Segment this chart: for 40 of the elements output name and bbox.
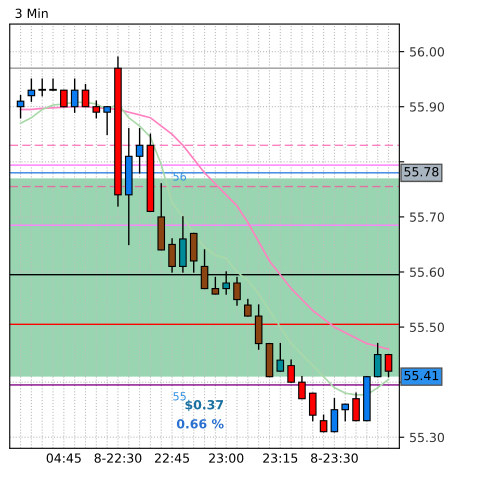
candlestick (276, 342, 284, 372)
y-tick-label: 55.50 (410, 322, 444, 332)
candlestick (287, 359, 295, 383)
y-tick-label: 55.60 (410, 267, 444, 277)
ref-line-label: 56 (173, 172, 186, 181)
x-tick-label: 23:00 (209, 453, 244, 463)
candlestick (38, 78, 46, 96)
y-tick-label: 55.90 (410, 102, 444, 112)
candlestick (308, 392, 317, 422)
y-tick-label: 56.00 (410, 47, 444, 57)
candlestick (49, 78, 57, 91)
y-tick-label: 55.30 (410, 432, 444, 442)
candlestick (330, 398, 338, 432)
annotation: $0.37 (185, 400, 224, 412)
annotation: 55.41 (404, 370, 438, 380)
candlestick (28, 78, 36, 102)
candlestick (92, 100, 100, 118)
candlestick (16, 95, 24, 118)
annotation: 55.78 (404, 167, 438, 176)
candlestick (103, 106, 111, 135)
y-tick-label: 55.70 (410, 212, 444, 222)
ref-line-label: 55 (173, 392, 186, 400)
x-tick-label: 8-23:30 (311, 453, 358, 463)
candlestick (60, 90, 68, 108)
candlestick (320, 414, 328, 432)
candlestick (82, 84, 90, 108)
candlestick (374, 342, 382, 378)
candlestick (298, 376, 306, 400)
chart-title: 3 Min (16, 8, 48, 18)
candlestick (70, 78, 78, 113)
x-tick-label: 23:15 (263, 453, 298, 463)
candlestick (384, 354, 392, 378)
candlestick (352, 392, 360, 422)
annotation: 0.66 % (176, 419, 224, 429)
x-tick-label: 04:45 (46, 453, 81, 463)
candlestick (244, 298, 252, 317)
x-tick-label: 8-22:30 (94, 453, 142, 463)
candlestick (136, 128, 144, 174)
x-tick-label: 22:45 (154, 453, 189, 463)
candlestick (341, 403, 350, 422)
